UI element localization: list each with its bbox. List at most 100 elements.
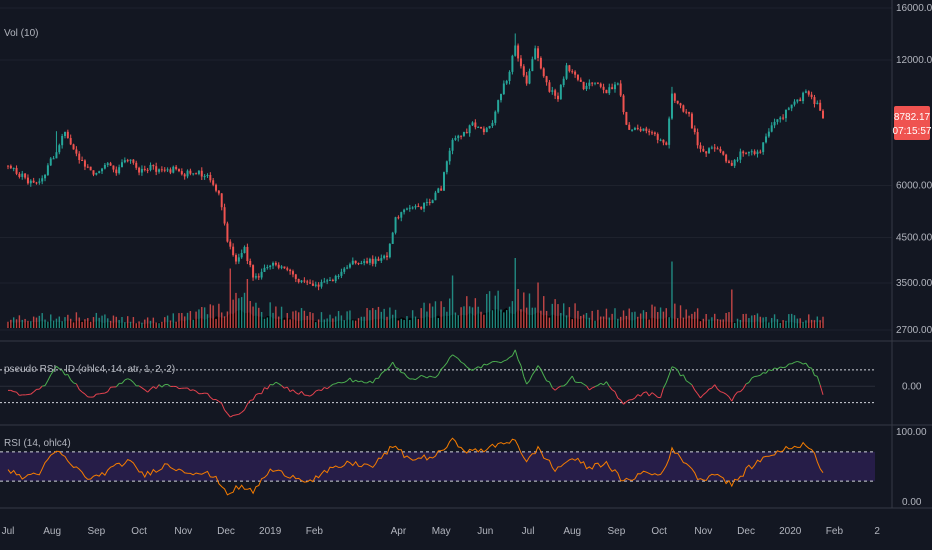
candle-body <box>29 180 32 184</box>
pseudo-rsi-segment <box>415 377 419 380</box>
candle-body <box>101 168 104 172</box>
candle-body <box>232 246 235 256</box>
rsi-tick-label: 0.00 <box>902 497 922 508</box>
pseudo-rsi-segment <box>651 392 656 396</box>
volume-bar <box>64 317 66 328</box>
rsi-title[interactable]: RSI (14, ohlc4) <box>4 438 71 449</box>
candle-body <box>260 271 263 278</box>
pseudo-rsi-segment <box>645 391 650 397</box>
pseudo-rsi-segment <box>418 374 422 379</box>
pseudo-rsi-segment <box>298 391 302 395</box>
volume-bar <box>685 309 687 328</box>
candle-body <box>471 122 474 126</box>
volume-bar <box>164 317 166 328</box>
pseudo-rsi-segment <box>44 380 49 386</box>
pseudo-rsi-title[interactable]: pseudo RSI - ID (ohlc4, 14, atr, 1, 2, 2… <box>4 364 175 375</box>
volume-bar <box>317 319 320 328</box>
volume-bar <box>608 317 610 328</box>
pseudo-rsi-segment <box>623 401 627 405</box>
pseudo-rsi-pane[interactable]: pseudo RSI - ID (ohlc4, 14, atr, 1, 2, 2… <box>0 349 875 418</box>
candle-body <box>656 134 659 140</box>
candle-body <box>72 144 75 150</box>
volume-bar <box>517 289 519 328</box>
volume-bar <box>494 295 496 328</box>
pseudo-rsi-segment <box>446 357 451 364</box>
candle-body <box>519 58 522 67</box>
pseudo-rsi-segment <box>469 368 473 371</box>
candle-body <box>249 260 252 266</box>
volume-bar <box>810 319 813 328</box>
pseudo-rsi-segment <box>70 379 74 384</box>
price-axis[interactable]: 16000.00 12000.00 6000.00 4500.00 3500.00 270… <box>891 0 932 508</box>
volume-bar <box>588 317 591 328</box>
pseudo-rsi-segment <box>107 387 112 392</box>
volume-bar <box>161 321 163 328</box>
volume-bar <box>363 316 365 328</box>
rsi-pane[interactable]: RSI (14, ohlc4) <box>0 437 875 496</box>
candle-body <box>502 83 505 95</box>
pseudo-rsi-segment <box>742 383 747 390</box>
volume-bar <box>796 318 799 328</box>
pseudo-rsi-segment <box>500 360 505 364</box>
candle-body <box>559 84 562 100</box>
volume-bar <box>474 298 477 328</box>
volume-bar <box>343 320 345 328</box>
pseudo-rsi-segment <box>475 366 479 369</box>
candle-body <box>55 152 58 159</box>
volume-bar <box>511 301 514 328</box>
price-tick-label: 2700.00 <box>896 325 932 336</box>
pseudo-rsi-segment <box>284 386 288 389</box>
pseudo-rsi-segment <box>631 397 636 401</box>
pseudo-rsi-segment <box>808 366 812 369</box>
rsi-band <box>0 451 875 482</box>
volume-bar <box>600 316 602 328</box>
price-pane-title[interactable]: Vol (10) <box>4 28 38 39</box>
pseudo-rsi-segment <box>589 387 593 391</box>
candles <box>7 33 825 291</box>
pseudo-rsi-segment <box>783 366 787 369</box>
volume-bar <box>126 316 129 328</box>
candle-body <box>129 159 132 161</box>
pseudo-rsi-segment <box>600 382 604 386</box>
volume-bar <box>141 322 143 328</box>
candle-body <box>423 202 426 209</box>
time-axis[interactable]: Jul Aug Sep Oct Nov Dec 2019 Feb Apr May Jun Jul Aug… <box>2 526 881 537</box>
candle-body <box>360 262 363 264</box>
pseudo-rsi-segment <box>477 366 482 369</box>
pseudo-rsi-segment <box>309 393 314 397</box>
pseudo-rsi-segment <box>571 375 576 383</box>
volume-bar <box>212 305 214 328</box>
pseudo-rsi-segment <box>138 385 143 389</box>
pseudo-rsi-segment <box>93 393 97 398</box>
pseudo-rsi-segment <box>517 359 522 366</box>
pseudo-rsi-segment <box>691 384 696 391</box>
volume-bar <box>149 320 152 328</box>
pseudo-rsi-segment <box>221 403 226 411</box>
price-pane[interactable]: Vol (10) <box>0 7 892 331</box>
volume-bar <box>654 306 656 328</box>
volume-bar <box>679 305 682 328</box>
pseudo-rsi-segment <box>230 415 234 418</box>
volume-bar <box>61 321 63 328</box>
candle-body <box>400 212 403 218</box>
candle-body <box>126 160 129 162</box>
volume-bar <box>497 290 499 328</box>
candle-body <box>234 255 237 262</box>
candle-body <box>528 71 531 84</box>
pseudo-rsi-segment <box>452 354 456 358</box>
pseudo-rsi-segment <box>662 382 667 389</box>
candle-body <box>86 166 89 168</box>
candle-body <box>576 74 579 80</box>
pseudo-rsi-segment <box>47 374 52 381</box>
volume-bar <box>47 321 49 328</box>
pseudo-rsi-segment <box>233 414 237 416</box>
candle-body <box>158 169 161 172</box>
candle-body <box>81 160 84 162</box>
candle-body <box>474 122 477 128</box>
volume-bar <box>642 310 645 328</box>
candle-body <box>733 160 736 166</box>
pseudo-rsi-segment <box>495 360 499 363</box>
candle-body <box>465 132 468 134</box>
candle-body <box>736 159 739 161</box>
